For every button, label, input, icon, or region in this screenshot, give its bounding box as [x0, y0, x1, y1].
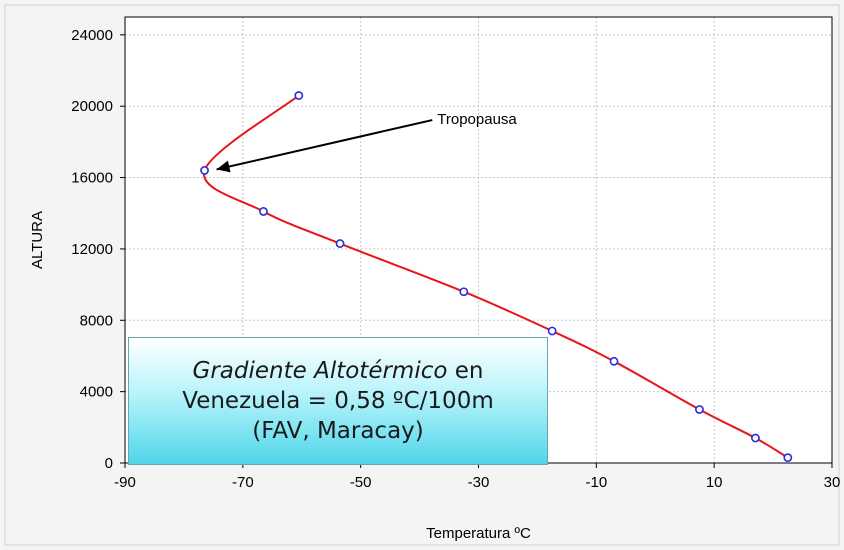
data-point — [200, 166, 209, 175]
x-tick-label: 30 — [824, 474, 841, 491]
x-tick-label: -30 — [468, 474, 490, 491]
data-point — [751, 433, 760, 443]
y-tick-label: 16000 — [71, 170, 113, 187]
x-axis-title: Temperatura ºC — [426, 525, 531, 542]
data-point — [335, 239, 345, 248]
series-line — [203, 94, 789, 459]
y-tick-label: 12000 — [71, 241, 113, 258]
data-point — [459, 287, 469, 297]
x-tick-label: -50 — [350, 474, 372, 491]
x-tick-label: -10 — [585, 474, 607, 491]
y-tick-label: 0 — [105, 455, 113, 472]
x-tick-label: -70 — [232, 474, 254, 491]
annotation-label: Tropopausa — [437, 111, 517, 128]
info-line-1: Gradiente Altotérmico en — [193, 356, 484, 386]
data-point — [609, 356, 619, 366]
data-point — [547, 326, 557, 336]
info-line-2: Venezuela = 0,58 ºC/100m — [182, 388, 494, 414]
y-tick-label: 24000 — [71, 27, 113, 44]
data-point — [695, 405, 704, 414]
info-line-3: (FAV, Maracay) — [252, 418, 424, 444]
x-tick-label: 10 — [706, 474, 723, 491]
data-point — [783, 453, 793, 463]
y-tick-label: 8000 — [80, 312, 113, 329]
data-point — [294, 91, 304, 100]
gradient-info-box: Gradiente Altotérmico en Venezuela = 0,5… — [128, 337, 548, 465]
info-line-1-rest: en — [447, 358, 484, 384]
data-point — [259, 207, 268, 216]
y-tick-label: 20000 — [71, 98, 113, 115]
y-axis-title: ALTURA — [29, 211, 46, 269]
y-tick-label: 4000 — [80, 384, 113, 401]
annotation-arrow-line — [216, 119, 433, 171]
x-tick-label: -90 — [114, 474, 136, 491]
annotation-arrow-head — [216, 160, 231, 173]
info-line-1-italic: Gradiente Altotérmico — [192, 358, 448, 384]
